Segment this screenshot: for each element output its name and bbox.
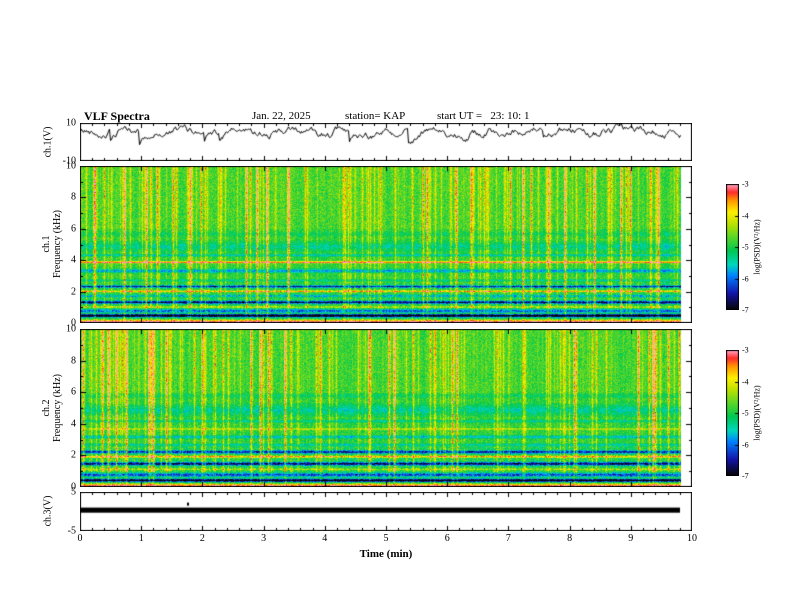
x-tick-label: 2: [199, 533, 205, 544]
x-tick-label: 10: [687, 533, 697, 544]
ch1-spec-ylabel-line2: Frequency (kHz): [52, 209, 63, 279]
x-axis-label: Time (min): [359, 548, 413, 560]
ch1-spec-ytick-label: 2: [71, 286, 76, 298]
x-tick-label: 3: [261, 533, 267, 544]
x-tick-label: 7: [505, 533, 511, 544]
ch2-spec-ytick-label: 2: [71, 449, 76, 461]
colorbar1-label: log(PSD)(V²/Hz): [752, 219, 762, 275]
ch2-spec-ytick-label: 0: [71, 481, 76, 493]
ch2-spec-ylabel-line1: ch.2: [41, 399, 52, 417]
ch2-spec-ytick-label: 8: [71, 355, 76, 367]
ch2-spectrogram-canvas: [80, 329, 692, 487]
x-tick-label: 0: [77, 533, 83, 544]
x-tick-label: 4: [322, 533, 328, 544]
x-tick-label: 1: [138, 533, 144, 544]
colorbar-ch1: [726, 184, 739, 310]
ch2-spec-ytick-label: 4: [71, 418, 76, 430]
colorbar1-tick-label: -4: [742, 211, 749, 220]
colorbar-ch2: [726, 350, 739, 476]
colorbar2-tick-label: -3: [742, 345, 749, 355]
plot-title: VLF Spectra: [84, 109, 150, 123]
ch3-wave-ylabel: ch.3(V): [42, 495, 54, 527]
plot-date: Jan. 22, 2025: [252, 110, 311, 122]
colorbar2-label: log(PSD)(V²/Hz): [752, 385, 762, 441]
ch1-spectrogram-canvas: [80, 166, 692, 323]
ch1-spec-ytick-label: 0: [71, 317, 76, 329]
colorbar2-tick-label: -6: [742, 440, 749, 449]
colorbar2-tick-label: -7: [742, 471, 749, 481]
ch1-wave-ytick-label: 10: [66, 117, 76, 129]
x-tick-label: 5: [383, 533, 389, 544]
ch2-spec-ylabel: ch.2 Frequency (kHz): [41, 323, 63, 493]
x-tick-label: 8: [567, 533, 573, 544]
ch1-wave-ytick-label: -10: [62, 155, 76, 167]
ch2-spec-ytick-label: 6: [71, 386, 76, 398]
ch3-wave-ytick-label: 5: [71, 486, 76, 498]
ch2-spec-ylabel-line2: Frequency (kHz): [52, 373, 63, 443]
colorbar2-tick-label: -4: [742, 377, 749, 386]
colorbar1-tick-label: -5: [742, 242, 749, 252]
colorbar1-tick-label: -6: [742, 274, 749, 283]
ch1-wave-ylabel: ch.1(V): [42, 126, 54, 158]
plot-station: station= KAP: [345, 110, 406, 122]
ch1-spec-ytick-label: 4: [71, 254, 76, 266]
colorbar2-tick-label: -5: [742, 408, 749, 418]
ch2-spec-ytick-label: 10: [66, 323, 76, 335]
ch1-spec-ylabel-line1: ch.1: [41, 235, 52, 253]
colorbar1-tick-label: -3: [742, 179, 749, 189]
ch3-wave-ytick-label: -5: [67, 525, 76, 537]
colorbar1-tick-label: -7: [742, 305, 749, 315]
ch1-spec-ytick-label: 6: [71, 223, 76, 235]
ch1-waveform-canvas: [80, 123, 692, 161]
x-tick-label: 9: [628, 533, 634, 544]
x-tick-label: 6: [444, 533, 450, 544]
plot-start-ut: start UT = 23: 10: 1: [437, 110, 530, 122]
ch1-spec-ytick-label: 8: [71, 191, 76, 203]
ch1-spec-ylabel: ch.1 Frequency (kHz): [41, 159, 63, 329]
ch3-waveform-canvas: [80, 492, 692, 531]
ch1-spec-ytick-label: 10: [66, 160, 76, 172]
